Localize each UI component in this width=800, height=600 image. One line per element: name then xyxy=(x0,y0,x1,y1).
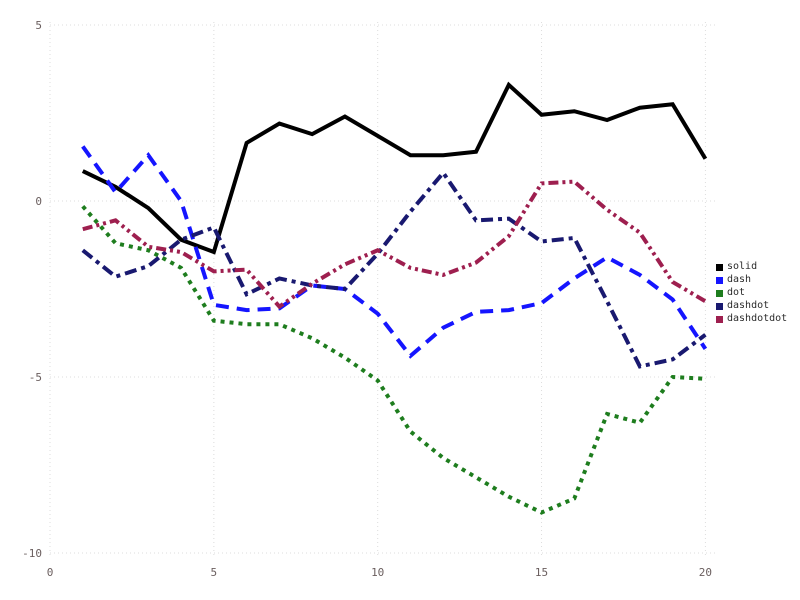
x-axis-tick-label: 20 xyxy=(699,566,712,579)
legend-item-solid: solid xyxy=(716,262,787,272)
legend-item-dot: dot xyxy=(716,288,787,298)
x-axis-tick-label: 10 xyxy=(371,566,384,579)
legend-item-dash: dash xyxy=(716,275,787,285)
y-axis-tick-label: -5 xyxy=(29,371,42,384)
legend-swatch-icon xyxy=(716,276,723,284)
legend-swatch-icon xyxy=(716,302,723,310)
legend-label: dot xyxy=(727,287,746,298)
legend-item-dashdot: dashdot xyxy=(716,301,787,311)
y-axis-tick-label: -10 xyxy=(22,547,42,560)
legend: solid dash dot dashdot dashdotdot xyxy=(716,262,787,324)
y-axis-tick-label: 0 xyxy=(35,195,42,208)
legend-label: dash xyxy=(727,274,752,285)
x-axis-tick-label: 5 xyxy=(211,566,218,579)
legend-swatch-icon xyxy=(716,263,723,271)
series-line-dashdot xyxy=(81,169,707,369)
legend-label: dashdot xyxy=(727,300,770,311)
series-line-dot xyxy=(81,204,706,515)
legend-item-dashdotdot: dashdotdot xyxy=(716,314,787,324)
y-axis-tick-label: 5 xyxy=(35,19,42,32)
legend-label: dashdotdot xyxy=(727,313,788,324)
series-line-dashdotdot xyxy=(82,179,707,310)
legend-label: solid xyxy=(727,261,758,272)
x-axis-tick-label: 15 xyxy=(535,566,548,579)
legend-swatch-icon xyxy=(716,315,723,323)
x-axis-tick-label: 0 xyxy=(47,566,54,579)
series-line-dash xyxy=(81,145,708,359)
legend-swatch-icon xyxy=(716,289,723,297)
series-line-solid xyxy=(81,81,708,255)
